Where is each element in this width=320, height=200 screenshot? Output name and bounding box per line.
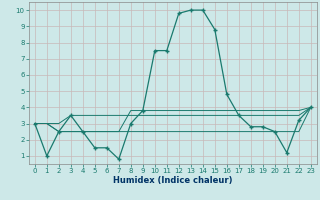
- X-axis label: Humidex (Indice chaleur): Humidex (Indice chaleur): [113, 176, 233, 185]
